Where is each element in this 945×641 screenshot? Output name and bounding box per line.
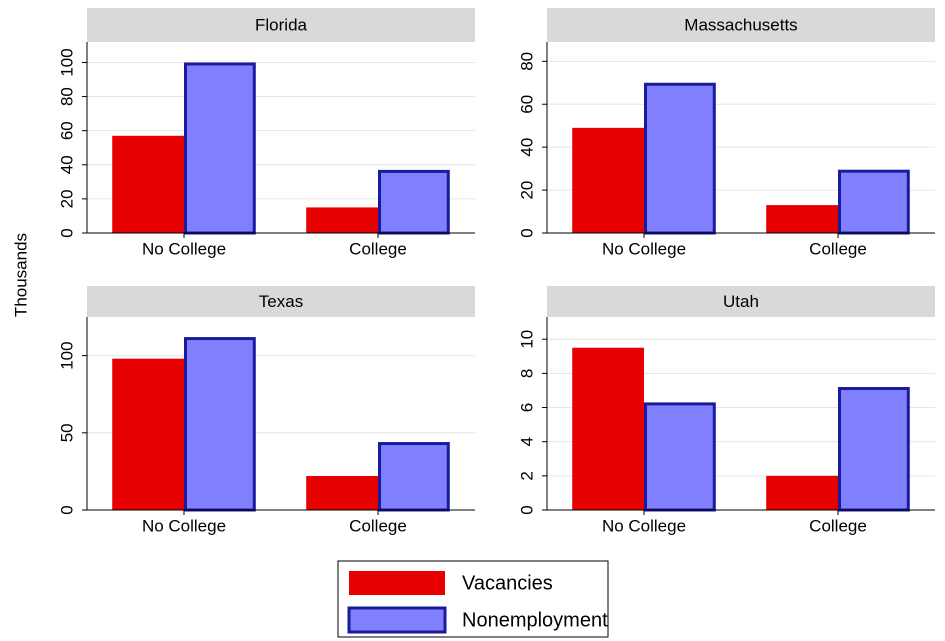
y-tick-label: 80: [57, 87, 76, 106]
panel-title: Florida: [255, 15, 308, 34]
y-tick-label: 0: [517, 228, 536, 237]
legend-swatch: [347, 606, 447, 634]
bar: [112, 135, 184, 233]
bar: [838, 169, 910, 235]
x-tick-label: College: [809, 516, 867, 535]
legend-label: Vacancies: [462, 572, 553, 594]
legend-swatch: [349, 571, 445, 595]
bar: [306, 207, 378, 233]
x-tick-label: No College: [142, 516, 226, 535]
x-tick-label: No College: [602, 516, 686, 535]
bar: [644, 82, 716, 235]
y-tick-label: 0: [57, 228, 76, 237]
bar: [766, 475, 838, 510]
panel-strip: [547, 286, 935, 317]
legend-label: Nonemployment: [462, 609, 608, 631]
bar: [184, 62, 256, 235]
panel-title: Massachusetts: [684, 15, 797, 34]
y-tick-label: 80: [517, 52, 536, 71]
y-tick-label: 60: [57, 121, 76, 140]
bar: [378, 169, 450, 235]
y-tick-label: 8: [517, 369, 536, 378]
y-tick-label: 20: [517, 181, 536, 200]
x-tick-label: No College: [142, 239, 226, 258]
y-tick-label: 40: [517, 138, 536, 157]
panel-strip: [547, 8, 935, 42]
y-tick-label: 20: [57, 189, 76, 208]
x-tick-label: College: [349, 516, 407, 535]
y-tick-label: 6: [517, 403, 536, 412]
y-tick-label: 0: [57, 505, 76, 514]
y-tick-label: 4: [517, 437, 536, 446]
bar: [184, 337, 256, 512]
bar: [766, 205, 838, 233]
panel-strip: [87, 8, 475, 42]
bar: [644, 402, 716, 512]
y-tick-label: 10: [517, 330, 536, 349]
y-tick-label: 40: [57, 155, 76, 174]
x-tick-label: No College: [602, 239, 686, 258]
bar: [378, 442, 450, 512]
bar: [112, 358, 184, 510]
y-axis-label: Thousands: [11, 233, 30, 317]
bar: [306, 476, 378, 510]
bar: [838, 387, 910, 512]
x-tick-label: College: [349, 239, 407, 258]
y-tick-label: 100: [57, 341, 76, 369]
panel-strip: [87, 286, 475, 317]
bar: [572, 127, 644, 233]
x-tick-label: College: [809, 239, 867, 258]
bar: [572, 347, 644, 510]
y-tick-label: 2: [517, 471, 536, 480]
y-tick-label: 0: [517, 505, 536, 514]
panel-title: Texas: [259, 292, 303, 311]
y-tick-label: 60: [517, 95, 536, 114]
panel-title: Utah: [723, 292, 759, 311]
y-tick-label: 100: [57, 48, 76, 76]
y-tick-label: 50: [57, 423, 76, 442]
